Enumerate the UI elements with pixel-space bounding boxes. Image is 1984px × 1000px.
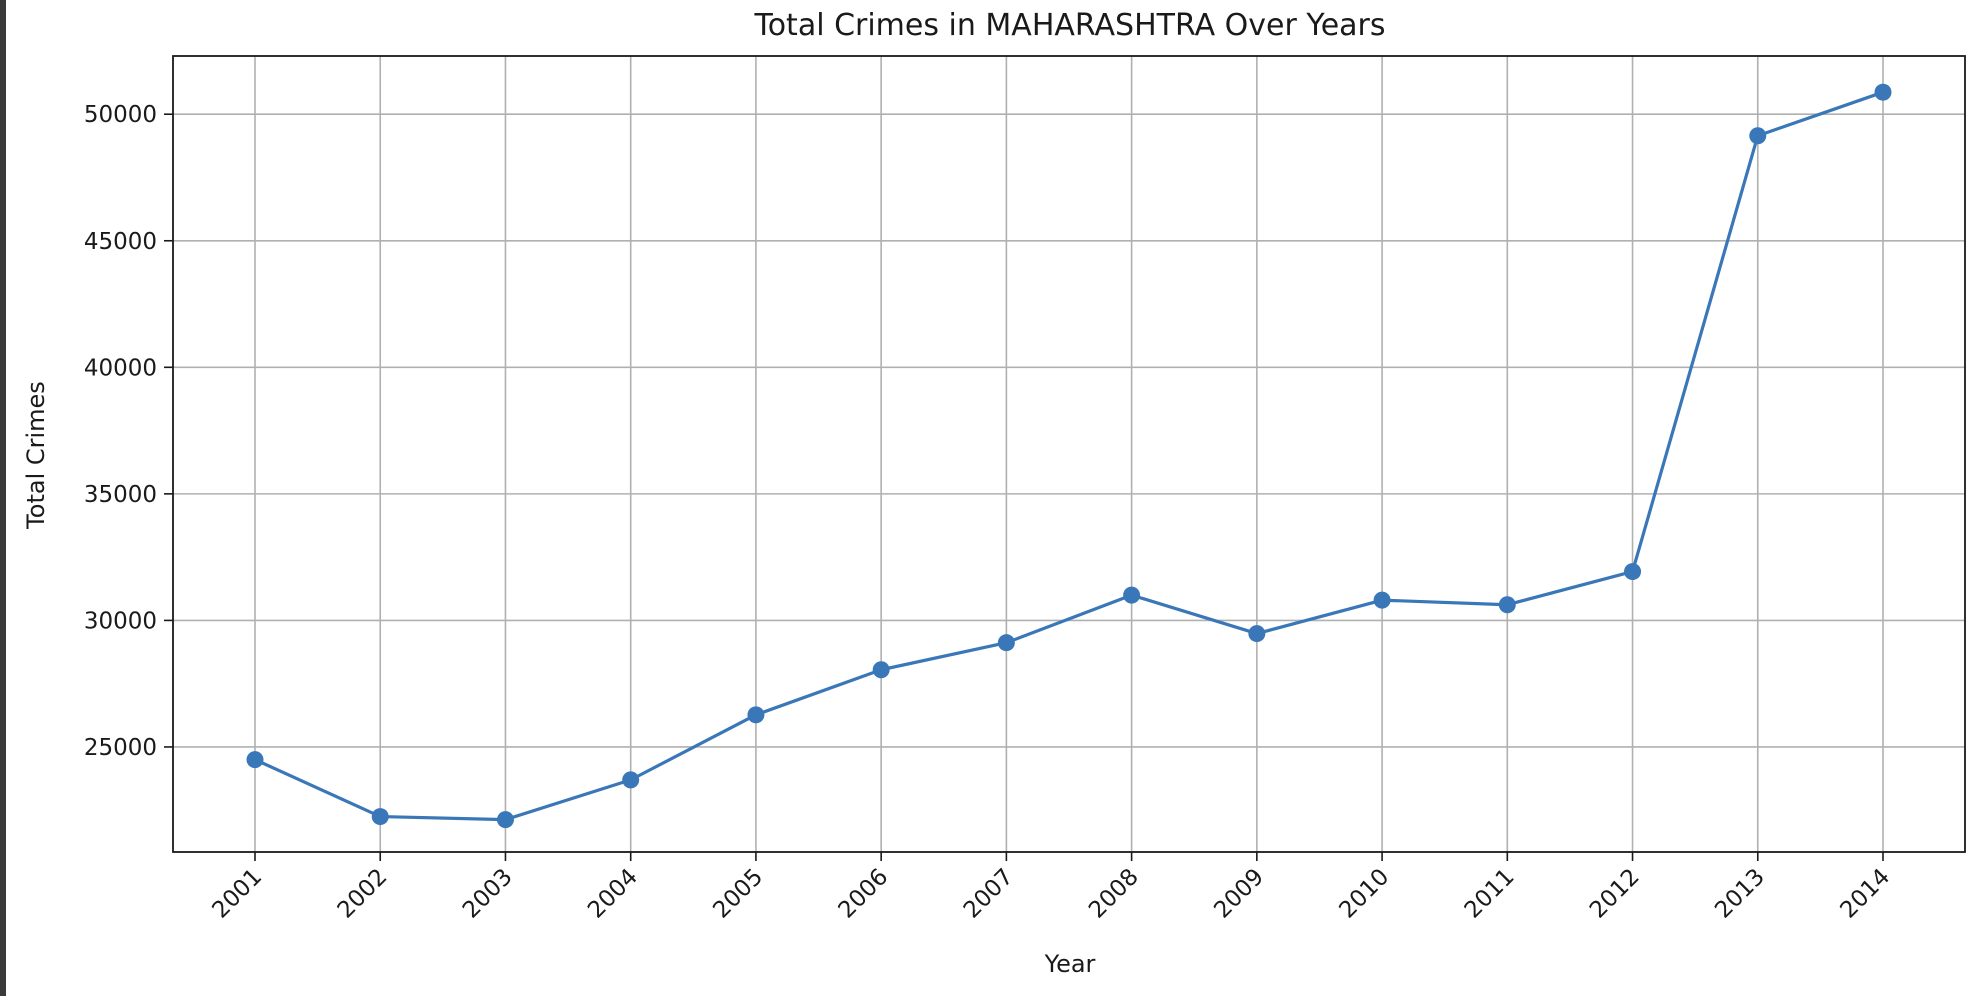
x-tick-label: 2003 [458,864,518,924]
x-axis-label: Year [1044,950,1096,978]
data-point [1749,127,1767,145]
x-tick-label: 2008 [1084,864,1144,924]
data-point [1373,591,1391,609]
data-point [1874,83,1892,101]
data-point [1498,596,1516,614]
line-chart: 2001 2002 2003 2004 2005 2006 2007 2008 2009 2010… [22,8,1966,978]
y-axis-label: Total Crimes [22,381,50,530]
data-point [1624,563,1642,581]
y-tick-label: 40000 [84,355,157,381]
x-tick-label: 2001 [207,864,267,924]
chart-title: Total Crimes in MAHARASHTRA Over Years [753,8,1385,43]
y-tick-label: 25000 [84,735,157,761]
y-tick-label: 30000 [84,608,157,634]
y-tick-label: 50000 [84,102,157,128]
y-tick-label: 45000 [84,229,157,255]
data-point [747,706,765,724]
grid-lines [173,56,1965,852]
x-tick-label: 2010 [1335,864,1395,924]
data-point [872,661,890,679]
data-point [371,808,389,826]
data-point [1123,586,1141,604]
series-line [254,90,1884,822]
x-tick-label: 2014 [1835,864,1895,924]
plot-frame [172,55,1966,853]
y-tick-label: 35000 [84,482,157,508]
chart-container: 2001 2002 2003 2004 2005 2006 2007 2008 2009 2010… [6,0,1984,996]
data-point [997,634,1015,652]
x-tick-label: 2013 [1710,864,1770,924]
data-point [246,751,264,769]
x-tick-label: 2011 [1460,864,1520,924]
x-tick-label: 2007 [959,864,1019,924]
x-tick-label: 2002 [333,864,393,924]
x-tick-label: 2005 [708,864,768,924]
series-layer [246,83,1892,829]
x-tick-label: 2006 [834,864,894,924]
x-tick-label: 2009 [1209,864,1269,924]
window-edge [0,0,6,996]
data-point [496,811,514,829]
x-tick-label: 2012 [1585,864,1645,924]
axes: 2001 2002 2003 2004 2005 2006 2007 2008 2009 2010… [84,55,1966,924]
data-point [622,771,640,789]
x-tick-label: 2004 [583,864,643,924]
data-point [1248,625,1266,643]
